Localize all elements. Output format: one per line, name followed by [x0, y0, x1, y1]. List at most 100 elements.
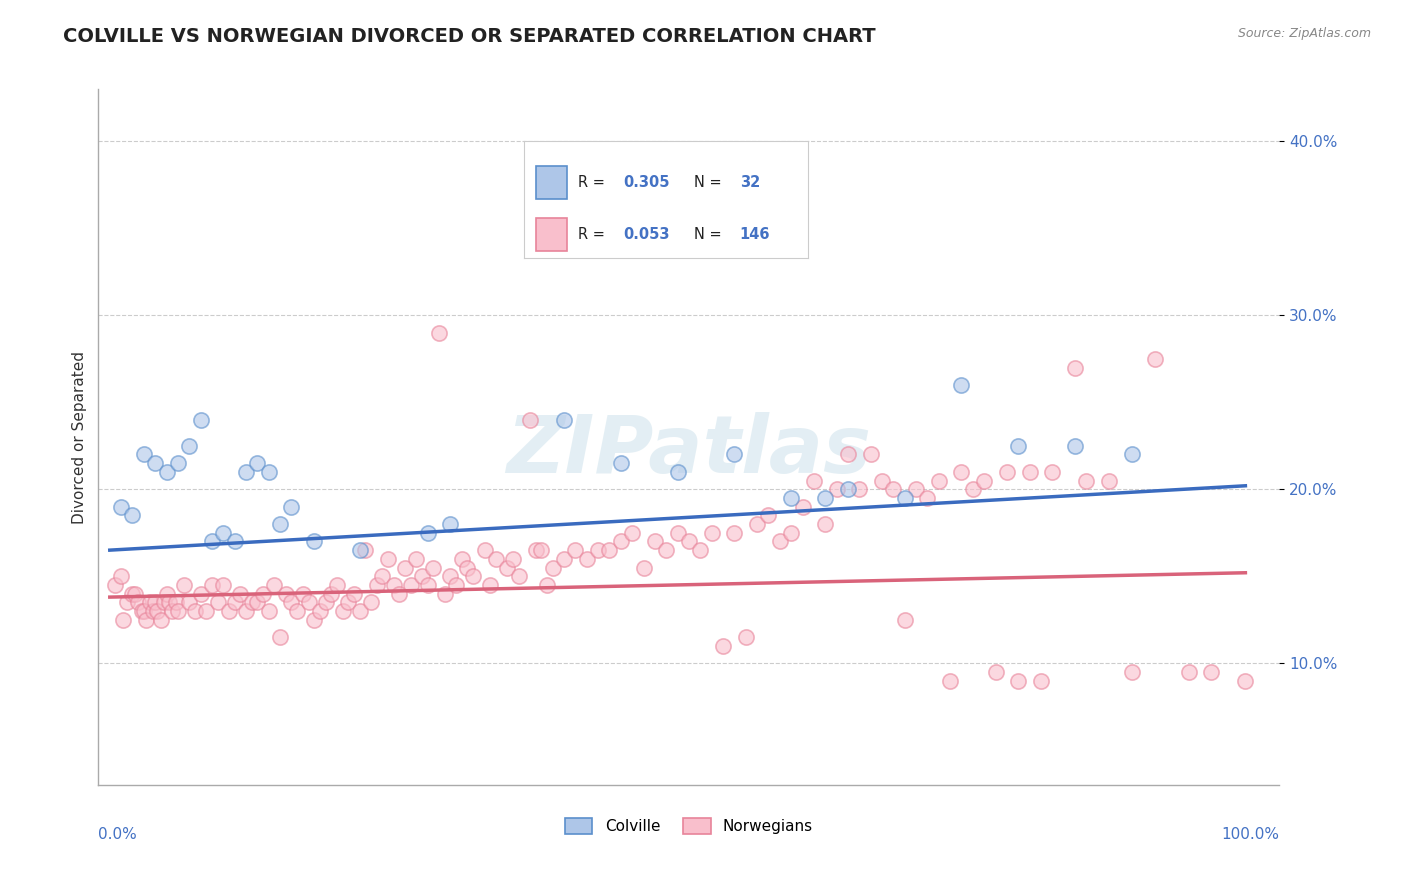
Point: [218, 604, 240, 618]
Point: [155, 465, 177, 479]
Point: [112, 613, 135, 627]
Point: [302, 613, 325, 627]
Text: 0.0%: 0.0%: [98, 827, 138, 842]
Point: [700, 525, 723, 540]
Point: [723, 525, 745, 540]
Point: [190, 587, 212, 601]
Point: [184, 604, 207, 618]
Point: [121, 587, 143, 601]
Point: [1201, 665, 1223, 679]
Point: [444, 578, 467, 592]
Point: [142, 604, 165, 618]
Point: [463, 569, 485, 583]
Point: [212, 578, 235, 592]
Point: [235, 465, 257, 479]
Point: [321, 587, 343, 601]
Point: [1143, 351, 1166, 366]
Point: [229, 587, 252, 601]
Point: [950, 465, 973, 479]
Point: [439, 569, 461, 583]
Legend: Colville, Norwegians: Colville, Norwegians: [558, 812, 820, 840]
Point: [859, 447, 882, 462]
Point: [240, 595, 263, 609]
Point: [411, 569, 433, 583]
Point: [541, 560, 564, 574]
Point: [769, 534, 792, 549]
Point: [201, 578, 224, 592]
Point: [814, 516, 837, 531]
Point: [285, 604, 308, 618]
Point: [586, 543, 609, 558]
Point: [377, 551, 399, 566]
Point: [167, 456, 190, 470]
Point: [1018, 465, 1040, 479]
Point: [224, 534, 246, 549]
Point: [416, 578, 439, 592]
FancyBboxPatch shape: [536, 219, 567, 252]
Point: [439, 516, 461, 531]
Point: [803, 474, 825, 488]
Point: [149, 613, 172, 627]
Point: [457, 560, 479, 574]
Text: 146: 146: [740, 227, 770, 243]
Point: [157, 595, 180, 609]
Point: [655, 543, 678, 558]
Point: [179, 439, 201, 453]
Point: [723, 447, 745, 462]
Text: ZIPatlas: ZIPatlas: [506, 412, 872, 490]
Point: [201, 534, 224, 549]
Point: [394, 560, 416, 574]
Point: [621, 525, 644, 540]
FancyBboxPatch shape: [536, 166, 567, 199]
Point: [104, 578, 127, 592]
Text: 0.053: 0.053: [624, 227, 671, 243]
Text: Source: ZipAtlas.com: Source: ZipAtlas.com: [1237, 27, 1371, 40]
Point: [524, 543, 547, 558]
Point: [269, 516, 291, 531]
Point: [530, 543, 553, 558]
Point: [825, 482, 848, 496]
Text: N =: N =: [695, 227, 727, 243]
Point: [711, 639, 734, 653]
Point: [212, 525, 235, 540]
Point: [644, 534, 666, 549]
Point: [598, 543, 620, 558]
Point: [422, 560, 444, 574]
Point: [433, 587, 456, 601]
Point: [143, 456, 166, 470]
Point: [162, 604, 183, 618]
Point: [399, 578, 422, 592]
Point: [1007, 439, 1029, 453]
Point: [224, 595, 246, 609]
Point: [153, 595, 176, 609]
Point: [131, 604, 153, 618]
Text: R =: R =: [578, 175, 610, 190]
Point: [246, 595, 269, 609]
Point: [309, 604, 332, 618]
Point: [274, 587, 297, 601]
Point: [1121, 665, 1143, 679]
Point: [928, 474, 950, 488]
Point: [870, 474, 893, 488]
Point: [280, 500, 302, 514]
Point: [138, 595, 160, 609]
Point: [1029, 673, 1052, 688]
Text: 32: 32: [740, 175, 761, 190]
Point: [1177, 665, 1199, 679]
Point: [121, 508, 143, 523]
Point: [179, 595, 201, 609]
Point: [337, 595, 360, 609]
Point: [132, 604, 155, 618]
Text: 100.0%: 100.0%: [1222, 827, 1279, 842]
Point: [485, 551, 508, 566]
Point: [780, 525, 803, 540]
Point: [146, 604, 169, 618]
Point: [110, 569, 132, 583]
Point: [349, 543, 371, 558]
Point: [575, 551, 598, 566]
Point: [995, 465, 1018, 479]
Point: [814, 491, 837, 505]
Point: [939, 673, 962, 688]
Point: [405, 551, 427, 566]
Point: [1040, 465, 1063, 479]
